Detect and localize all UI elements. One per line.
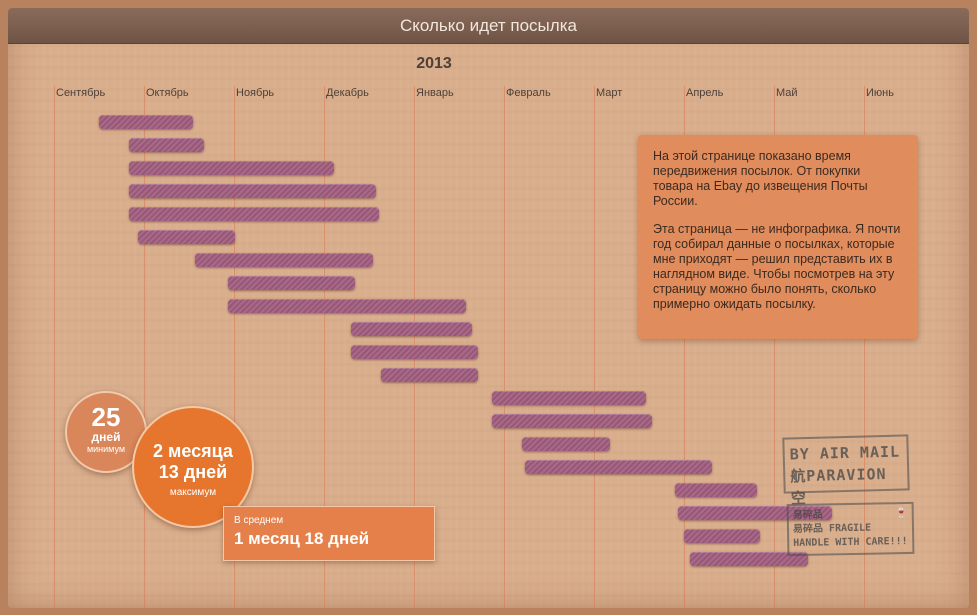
info-box: На этой странице показано время передвиж… bbox=[638, 135, 918, 339]
month-gridline bbox=[774, 86, 775, 608]
info-paragraph-2: Эта страница — не инфографика. Я почти г… bbox=[653, 222, 901, 311]
month-gridline bbox=[54, 86, 55, 608]
page-title: Сколько идет посылка bbox=[8, 8, 969, 44]
month-label: Январь bbox=[416, 87, 454, 99]
month-gridline bbox=[864, 86, 865, 608]
year-label: 2013 bbox=[416, 55, 452, 72]
month-label: Май bbox=[776, 87, 798, 99]
fragile-stamp: 易碎品 🍷 易碎品 FRAGILE HANDLE WITH CARE!!! bbox=[786, 501, 915, 557]
shipment-bar bbox=[138, 230, 235, 244]
shipment-bar bbox=[129, 138, 204, 152]
info-paragraph-1: На этой странице показано время передвиж… bbox=[653, 149, 868, 208]
shipment-bar bbox=[678, 506, 832, 520]
shipment-bar bbox=[522, 437, 610, 451]
month-label: Июнь bbox=[866, 87, 894, 99]
min-days-label: минимум bbox=[86, 444, 126, 454]
main-panel: Сколько идет посылка 2013 Сентябрь Октябр… bbox=[8, 8, 969, 608]
max-days-line2: 13 дней bbox=[158, 462, 228, 482]
average-label: В среднем bbox=[234, 515, 284, 526]
shipment-bar bbox=[492, 414, 652, 428]
month-gridline bbox=[684, 86, 685, 608]
shipment-bar bbox=[228, 276, 355, 290]
month-label: Сентябрь bbox=[56, 87, 106, 99]
shipment-bar bbox=[690, 552, 808, 566]
fragile-line3: HANDLE WITH CARE!!! bbox=[793, 536, 908, 550]
max-days-circle: 2 месяца 13 дней максимум bbox=[132, 406, 254, 528]
shipment-bar bbox=[228, 299, 466, 313]
month-gridline bbox=[594, 86, 595, 608]
max-days-line1: 2 месяца bbox=[153, 441, 233, 461]
month-label: Февраль bbox=[506, 87, 551, 99]
shipment-bar bbox=[492, 391, 646, 405]
fragile-glass-icon: 🍷 bbox=[895, 507, 908, 520]
min-days-value: 25 bbox=[91, 402, 121, 432]
min-days-unit: дней bbox=[91, 430, 121, 444]
air-mail-line1: BY AIR MAIL bbox=[789, 442, 901, 464]
fragile-line1: 易碎品 bbox=[792, 509, 823, 522]
month-label: Ноябрь bbox=[236, 87, 275, 99]
shipment-bar bbox=[195, 253, 373, 267]
shipment-bar bbox=[684, 529, 760, 543]
month-gridline bbox=[324, 86, 325, 608]
max-days-label: максимум bbox=[169, 487, 217, 498]
shipment-bar bbox=[351, 345, 478, 359]
average-value: 1 месяц 18 дней bbox=[234, 529, 370, 548]
shipment-bar bbox=[675, 483, 757, 497]
shipment-bar bbox=[381, 368, 478, 382]
shipment-bar bbox=[129, 161, 334, 175]
month-gridline bbox=[144, 86, 145, 608]
month-gridline bbox=[504, 86, 505, 608]
month-label: Декабрь bbox=[326, 87, 369, 99]
month-label: Октябрь bbox=[146, 87, 189, 99]
shipment-bar bbox=[129, 184, 376, 198]
min-days-circle: 25 дней минимум bbox=[65, 391, 147, 473]
shipment-bar bbox=[129, 207, 379, 221]
shipment-bar bbox=[525, 460, 712, 474]
air-mail-stamp: BY AIR MAIL 航PARAVION空 bbox=[782, 434, 910, 507]
shipment-bar bbox=[351, 322, 472, 336]
average-box: В среднем 1 месяц 18 дней bbox=[223, 506, 435, 561]
month-label: Апрель bbox=[686, 87, 724, 99]
shipment-bar bbox=[99, 115, 193, 129]
month-label: Март bbox=[596, 87, 623, 99]
month-gridline bbox=[234, 86, 235, 608]
